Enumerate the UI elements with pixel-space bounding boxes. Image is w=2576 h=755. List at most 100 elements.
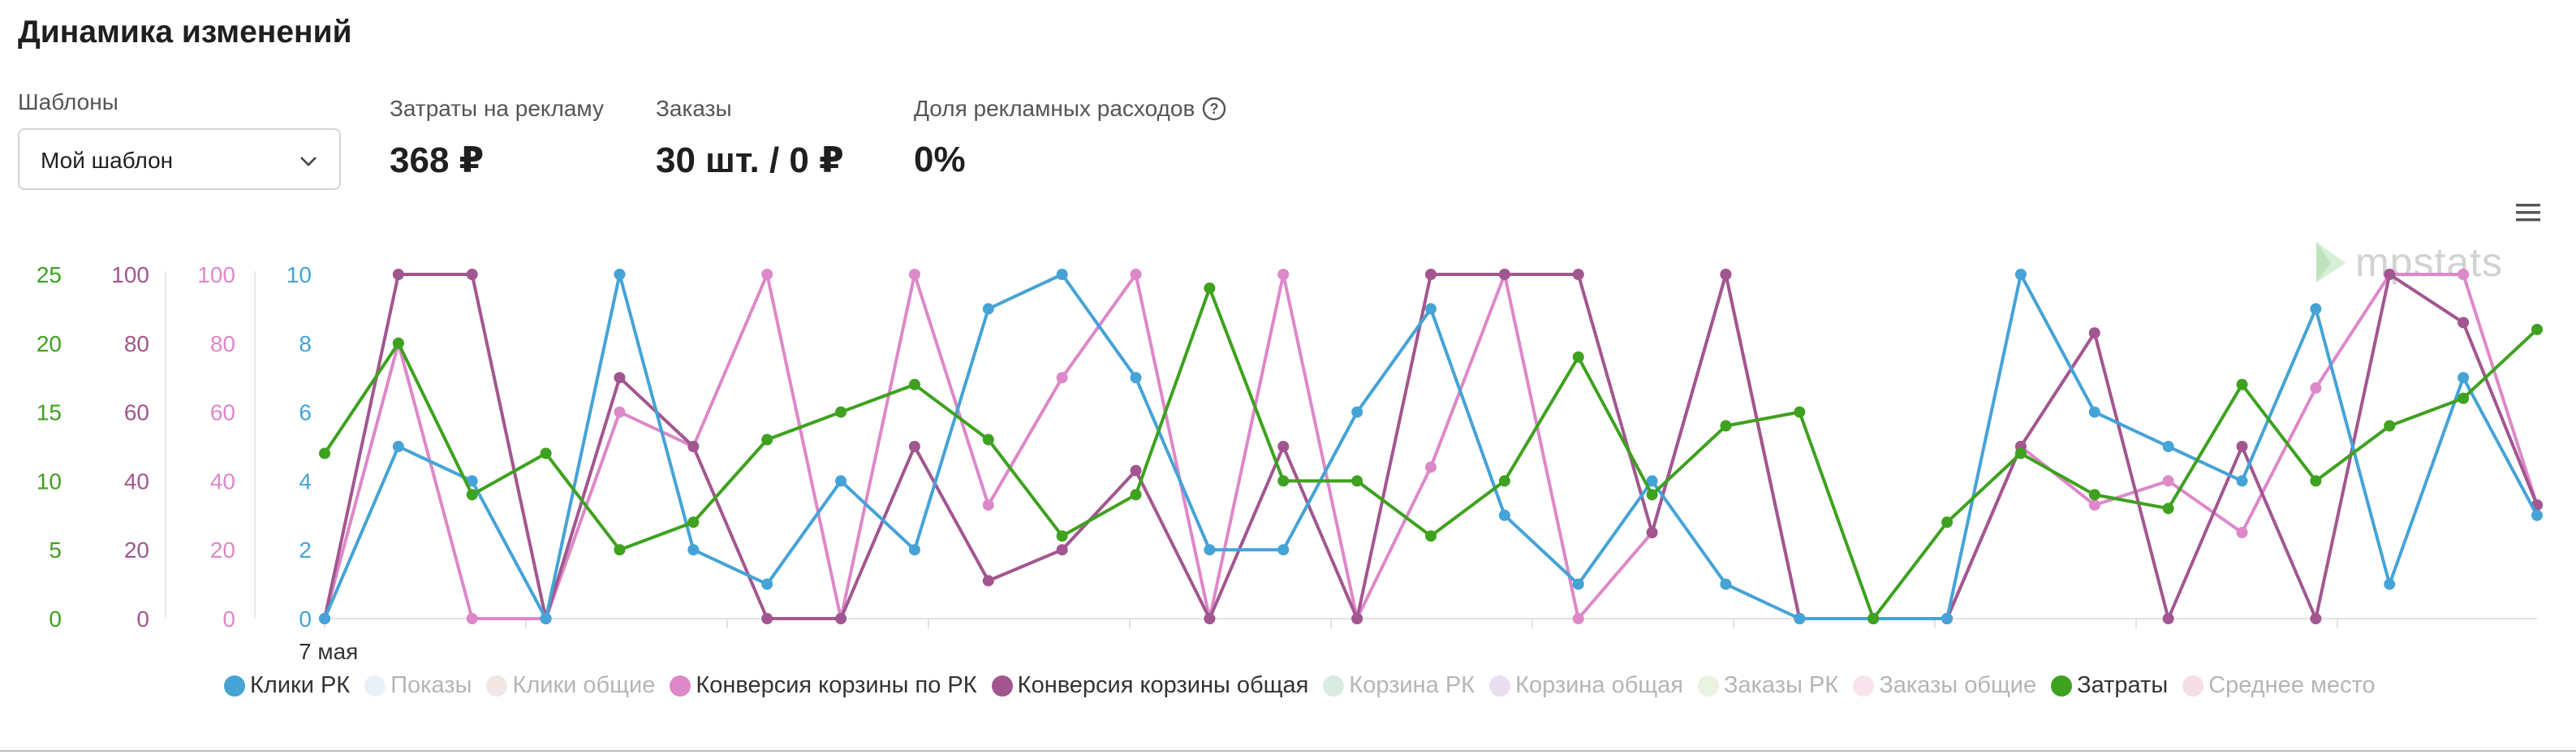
series-point-1 <box>1646 527 1658 538</box>
legend-item[interactable]: Корзина общая <box>1489 672 1683 699</box>
series-point-1 <box>1130 464 1142 477</box>
metric-ad-spend-value: 368 ₽ <box>390 140 485 180</box>
series-point-3 <box>1941 516 1954 528</box>
metric-ad-share-label: Доля рекламных расходов <box>914 96 1195 121</box>
metric-ad-share: Доля рекламных расходов ? 0% <box>914 96 1227 180</box>
series-point-2 <box>392 441 404 452</box>
legend-item[interactable]: Клики РК <box>224 672 350 699</box>
series-point-1 <box>1204 613 1216 624</box>
series-point-0 <box>761 269 773 280</box>
chart-menu-icon[interactable] <box>2514 201 2542 224</box>
legend-item[interactable]: Клики общие <box>486 672 655 699</box>
series-point-1 <box>1425 269 1437 280</box>
series-point-1 <box>1351 613 1363 624</box>
series-point-2 <box>1498 509 1510 521</box>
legend-item[interactable]: Затраты <box>2051 672 2168 699</box>
series-point-2 <box>466 475 478 487</box>
template-select[interactable]: Мой шаблон <box>18 128 341 190</box>
help-icon[interactable]: ? <box>1201 96 1227 122</box>
y-tick-label-konv_rk: 20 <box>210 537 235 563</box>
legend-marker <box>1698 675 1720 697</box>
legend-item[interactable]: Показы <box>364 672 472 699</box>
page-title: Динамика изменений <box>18 15 352 50</box>
series-point-2 <box>908 544 920 556</box>
legend-marker <box>486 675 508 697</box>
series-point-1 <box>1056 544 1068 556</box>
y-tick-label-zatraty: 5 <box>49 537 62 563</box>
series-point-2 <box>835 475 847 487</box>
series-point-2 <box>2458 372 2470 384</box>
template-select-value: Мой шаблон <box>41 148 174 173</box>
series-point-3 <box>1130 489 1142 501</box>
legend-item[interactable]: Среднее место <box>2182 672 2376 699</box>
legend-item[interactable]: Конверсия корзины общая <box>991 672 1309 699</box>
legend-marker <box>1853 675 1875 697</box>
series-point-0 <box>1277 269 1290 280</box>
metric-ad-spend: Затраты на рекламу 368 ₽ <box>390 96 604 181</box>
legend-label: Клики общие <box>512 672 656 698</box>
series-point-1 <box>761 613 773 624</box>
metric-orders-label: Заказы <box>656 96 732 121</box>
legend-label: Конверсия корзины по РК <box>696 672 977 698</box>
series-point-1 <box>1720 269 1732 280</box>
series-point-2 <box>1646 475 1658 487</box>
templates-label: Шаблоны <box>18 89 118 114</box>
series-point-2 <box>2531 509 2543 521</box>
series-point-2 <box>1351 406 1363 418</box>
series-point-3 <box>1794 406 1806 418</box>
series-point-0 <box>1425 461 1437 473</box>
y-tick-label-kliki: 10 <box>286 262 312 287</box>
y-tick-label-zatraty: 10 <box>37 468 62 494</box>
series-point-1 <box>466 269 478 280</box>
legend-marker <box>224 675 245 697</box>
metric-orders: Заказы 30 шт. / 0 ₽ <box>656 96 844 181</box>
legend-label: Заказы РК <box>1724 672 1839 698</box>
series-point-3 <box>1498 475 1510 487</box>
legend-item[interactable]: Конверсия корзины по РК <box>670 672 977 699</box>
series-point-0 <box>908 269 920 280</box>
series-point-3 <box>466 489 478 501</box>
series-point-3 <box>2236 378 2248 390</box>
metric-ad-spend-label: Затраты на рекламу <box>390 96 604 121</box>
series-point-2 <box>1941 613 1954 624</box>
series-point-3 <box>761 434 773 446</box>
series-point-3 <box>1204 282 1216 294</box>
series-point-1 <box>1572 269 1584 280</box>
legend-marker <box>1489 675 1511 697</box>
y-tick-label-kliki: 8 <box>299 331 312 356</box>
series-point-2 <box>1572 578 1584 590</box>
series-point-3 <box>1351 475 1363 487</box>
y-tick-label-zatraty: 15 <box>37 400 62 425</box>
series-point-2 <box>1056 269 1068 280</box>
series-point-2 <box>2014 269 2027 280</box>
chart-legend: Клики РК Показы Клики общие Конверсия корзи… <box>224 672 2390 699</box>
series-point-3 <box>319 447 330 459</box>
y-tick-label-konv_obsh: 0 <box>136 606 149 632</box>
legend-label: Затраты <box>2077 672 2169 698</box>
series-point-0 <box>614 406 626 418</box>
series-point-0 <box>982 499 994 511</box>
series-point-1 <box>2236 441 2248 452</box>
mpstats-watermark: mpstats <box>2315 239 2503 286</box>
series-point-1 <box>2384 269 2396 280</box>
series-point-1 <box>687 441 700 452</box>
y-tick-label-konv_obsh: 60 <box>124 400 149 425</box>
legend-label: Корзина общая <box>1515 672 1684 698</box>
y-tick-label-konv_rk: 0 <box>222 606 235 632</box>
legend-label: Конверсия корзины общая <box>1017 672 1309 698</box>
series-point-1 <box>2088 327 2100 339</box>
y-tick-label-konv_obsh: 100 <box>111 262 149 287</box>
series-point-2 <box>1204 544 1216 556</box>
help-icon-glyph: ? <box>1210 101 1219 117</box>
series-point-2 <box>1425 303 1437 315</box>
series-point-3 <box>2384 420 2396 432</box>
series-point-2 <box>687 544 700 556</box>
series-point-2 <box>1277 544 1290 556</box>
legend-item[interactable]: Заказы общие <box>1853 672 2036 699</box>
legend-item[interactable]: Заказы РК <box>1698 672 1838 699</box>
series-point-2 <box>2310 303 2322 315</box>
legend-marker <box>2051 675 2073 697</box>
legend-item[interactable]: Корзина РК <box>1323 672 1475 699</box>
metric-ad-share-value: 0% <box>914 140 966 179</box>
legend-marker <box>2182 675 2204 697</box>
